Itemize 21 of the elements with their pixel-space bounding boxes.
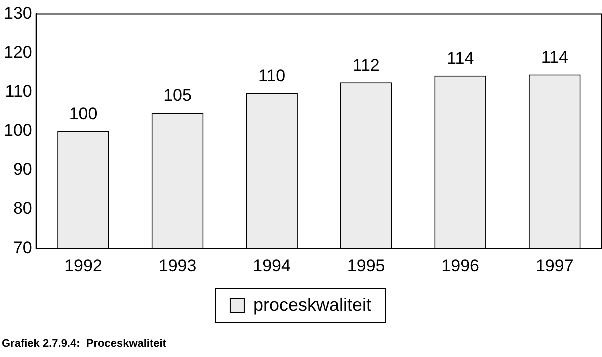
y-tick-label: 120 xyxy=(4,42,32,62)
legend-label: proceskwaliteit xyxy=(253,294,372,315)
y-tick-label: 90 xyxy=(13,160,32,180)
y-tick-label: 130 xyxy=(4,4,32,23)
x-tick-label: 1993 xyxy=(158,256,197,276)
y-tick-label: 100 xyxy=(4,121,32,140)
x-tick-label: 1995 xyxy=(347,256,386,276)
text: Grafiek 2.7.9.4: Proceskwaliteit xyxy=(2,338,166,350)
data-label: 114 xyxy=(447,49,474,68)
y-tick-label: 80 xyxy=(13,199,32,218)
x-tick-label: 1994 xyxy=(253,256,291,276)
y-tick-label: 110 xyxy=(5,82,32,102)
data-label: 112 xyxy=(352,56,380,75)
data-label: 110 xyxy=(258,66,286,86)
x-tick-label: 1992 xyxy=(64,256,102,276)
data-label: 105 xyxy=(164,86,192,106)
x-tick-label: 1996 xyxy=(442,256,480,276)
y-tick-label: 70 xyxy=(13,238,32,258)
x-tick-label: 1997 xyxy=(536,256,574,276)
data-label: 100 xyxy=(69,104,98,124)
data-label: 114 xyxy=(541,48,568,67)
